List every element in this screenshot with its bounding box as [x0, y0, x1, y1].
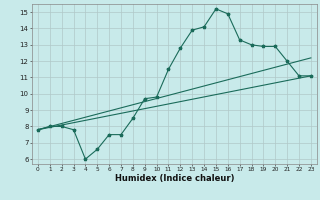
X-axis label: Humidex (Indice chaleur): Humidex (Indice chaleur)	[115, 174, 234, 183]
